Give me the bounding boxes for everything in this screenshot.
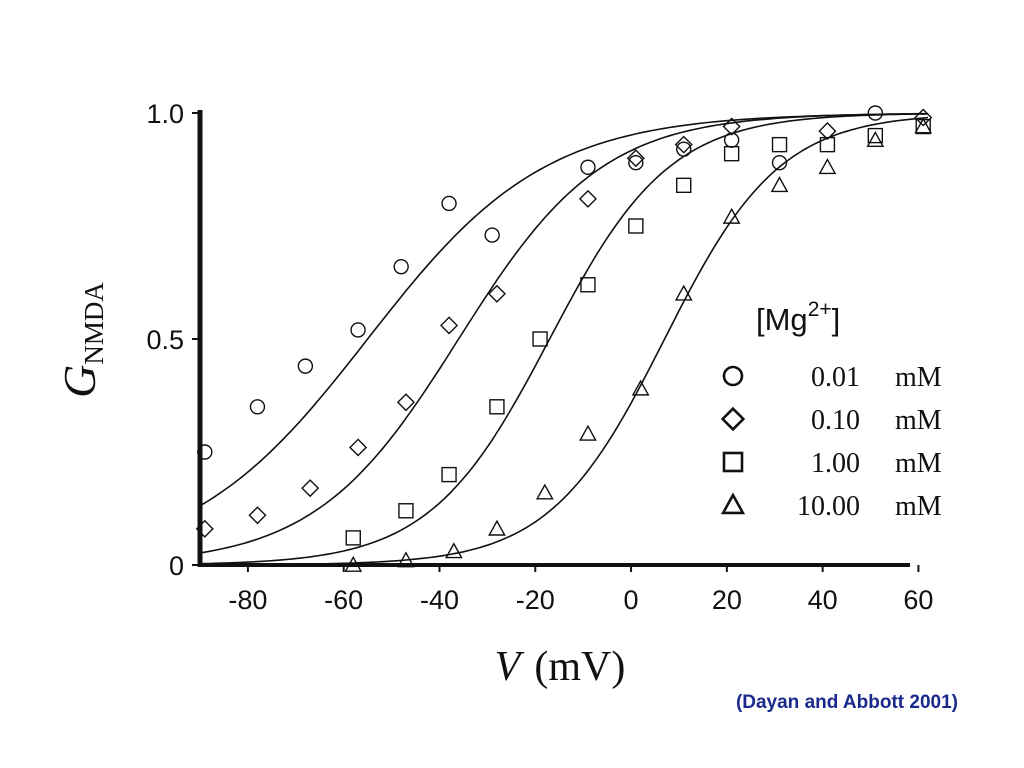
data-point-circle [580,159,596,175]
data-point-diamond [396,393,415,412]
x-tick-label: 20 [712,585,742,615]
x-tick-label: 0 [624,585,639,615]
data-point-square [532,331,548,347]
legend-unit: mM [895,491,942,522]
data-point-triangle [722,207,741,224]
x-tick-label: -80 [228,585,267,615]
legend-value: 10.00 [797,491,860,522]
data-point-square [723,145,740,162]
data-point-square [819,136,836,153]
legend-unit: mM [895,362,942,393]
data-point-circle [676,141,692,157]
legend-value: 0.01 [811,362,860,393]
data-point-circle [867,105,884,121]
data-point-circle [484,227,500,243]
data-point-triangle [914,117,933,134]
data-point-triangle [631,379,650,396]
legend-value: 0.10 [811,405,860,436]
data-point-triangle [488,519,506,536]
data-point-diamond [626,149,645,168]
data-point-square [398,503,414,519]
data-point-square [489,399,505,415]
data-point-diamond [487,284,506,303]
x-axis-title: V (mV) [495,644,626,690]
data-point-diamond [248,506,267,525]
data-point-diamond [440,316,459,335]
x-tick-label: 40 [808,585,838,615]
data-point-circle [249,399,266,415]
square-icon [722,451,744,473]
data-point-circle [771,155,788,171]
data-point-diamond [301,479,320,498]
legend-value: 1.00 [811,448,860,479]
y-tick-label: 0 [169,551,184,581]
fit-curve-diamond [199,112,928,554]
x-tick-label: -40 [420,585,459,615]
legend-unit: mM [895,448,942,479]
circle-icon [722,365,744,387]
y-tick-label: 0.5 [146,325,184,355]
triangle-icon [720,492,746,515]
legend-title: [Mg2+] [756,298,840,337]
fit-curve-square [199,113,929,565]
data-point-square [441,466,457,483]
legend: [Mg2+] 0.01 mM 0.10 mM 1.00 mM 10.00 mM [720,298,942,522]
legend-unit: mM [895,405,942,436]
data-point-circle [350,322,366,338]
y-tick-label: 1.0 [146,99,184,129]
data-point-triangle [770,176,789,193]
data-point-triangle [866,130,885,147]
data-point-diamond [818,122,837,141]
data-point-diamond [722,117,741,136]
data-point-diamond [349,438,368,457]
data-point-circle [393,258,409,275]
data-point-triangle [444,542,463,559]
data-point-diamond [674,135,693,154]
data-point-triangle [818,158,837,175]
data-point-diamond [914,108,933,127]
x-tick-label: 60 [903,585,933,615]
data-point-square [580,277,596,293]
x-tick-label: -60 [324,585,363,615]
data-point-square [867,127,884,144]
data-point-square [345,530,361,546]
data-point-square [628,218,644,234]
data-point-circle [628,155,644,171]
diamond-icon [720,406,746,432]
data-point-square [676,177,692,194]
data-point-triangle [674,284,693,301]
citation: (Dayan and Abbott 2001) [735,692,958,713]
data-point-circle [297,358,314,374]
data-point-triangle [535,483,554,500]
y-axis-title: GNMDA [54,282,109,398]
x-tick-label: -20 [516,585,555,615]
data-point-square [771,136,788,153]
data-point-circle [441,195,457,212]
data-point-triangle [579,424,597,441]
data-point-diamond [578,189,597,208]
